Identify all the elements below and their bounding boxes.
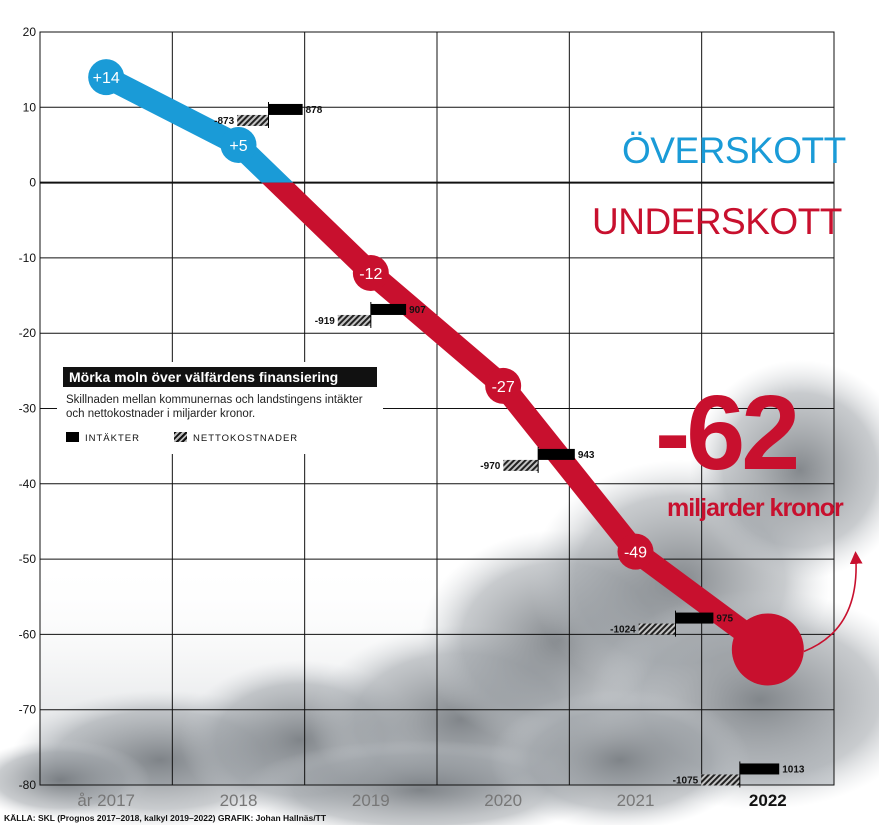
- source-credit: KÄLLA: SKL (Prognos 2017–2018, kalkyl 20…: [4, 813, 327, 823]
- y-tick-label: -60: [19, 627, 37, 641]
- highlight-unit: miljarder kronor: [667, 494, 844, 522]
- y-tick-label: -50: [19, 552, 37, 566]
- point-label: -12: [359, 266, 382, 283]
- income-bar: [370, 303, 407, 315]
- legend-costs-label: NETTOKOSTNADER: [193, 433, 299, 444]
- data-point: [352, 254, 389, 291]
- cost-bar: [638, 623, 676, 635]
- x-axis-labels: år 2017 2018 2019 2020 2021 2022: [77, 791, 786, 810]
- income-bar: [675, 612, 714, 624]
- y-tick-label: -10: [19, 251, 37, 265]
- y-tick-label: -80: [19, 778, 37, 792]
- x-tick-label: 2021: [617, 791, 655, 810]
- data-point: [485, 367, 522, 404]
- income-value-label: 878: [306, 105, 323, 116]
- chart-title: Mörka moln över välfärdens finansiering: [63, 367, 377, 387]
- y-tick-label: 20: [23, 25, 37, 39]
- cost-bar: [701, 774, 740, 786]
- cost-value-label: -873: [214, 116, 234, 127]
- income-bar: [739, 763, 780, 775]
- y-axis-ticks: 20 10 0 -10 -20 -30 -40 -50 -60 -70 -80: [19, 25, 37, 792]
- income-value-label: 943: [578, 450, 595, 461]
- cost-value-label: -1075: [673, 775, 699, 786]
- deficit-line-series: [101, 67, 775, 659]
- x-tick-label: 2020: [484, 791, 522, 810]
- point-label: -49: [624, 545, 647, 562]
- y-tick-label: 0: [29, 176, 36, 190]
- highlight-arrow: [803, 551, 863, 653]
- income-bar: [538, 448, 575, 460]
- income-bar: [268, 103, 303, 115]
- income-value-label: 975: [716, 614, 733, 625]
- cost-bar: [337, 314, 371, 326]
- cost-value-label: -1024: [610, 625, 636, 636]
- surplus-label: ÖVERSKOTT: [622, 130, 846, 171]
- highlight-point: [731, 613, 804, 686]
- point-label: +5: [229, 138, 247, 155]
- x-tick-label: år 2017: [77, 791, 135, 810]
- income-swatch-icon: [66, 432, 79, 442]
- point-label: +14: [93, 70, 120, 87]
- cost-value-label: -919: [315, 316, 335, 327]
- point-label: -27: [492, 379, 515, 396]
- x-tick-label: 2022: [749, 791, 787, 810]
- income-value-label: 1013: [782, 764, 805, 775]
- legend-income: INTÄKTER: [66, 432, 140, 444]
- deficit-line: [261, 182, 775, 659]
- y-tick-label: -20: [19, 326, 37, 340]
- cost-bar: [503, 459, 539, 471]
- y-tick-label: -30: [19, 402, 37, 416]
- income-cost-bars: 849-835878-873907-919943-970975-10241013…: [214, 101, 805, 788]
- data-points: +14 +5 -12 -27 -49: [88, 59, 804, 686]
- highlight-value: -62: [655, 374, 800, 492]
- cloud-puff: [0, 740, 150, 820]
- cloud-puff: [490, 690, 750, 825]
- chart-subtitle: Skillnaden mellan kommunernas och landst…: [66, 394, 363, 420]
- deficit-label: UNDERSKOTT: [592, 201, 842, 242]
- y-tick-label: -70: [19, 703, 37, 717]
- surplus-line: [101, 67, 294, 183]
- cloud-puff: [690, 360, 879, 580]
- legend-income-label: INTÄKTER: [85, 433, 140, 444]
- x-tick-label: 2019: [352, 791, 390, 810]
- y-tick-label: 10: [23, 100, 37, 114]
- cost-value-label: -970: [480, 461, 500, 472]
- data-point: [220, 126, 257, 163]
- y-tick-label: -40: [19, 477, 37, 491]
- x-tick-label: 2018: [220, 791, 258, 810]
- legend-costs: NETTOKOSTNADER: [174, 432, 298, 444]
- income-value-label: 907: [409, 305, 426, 316]
- data-point: [617, 533, 654, 570]
- cost-swatch-icon: [174, 432, 187, 442]
- cost-bar: [237, 114, 269, 126]
- data-point: [88, 59, 125, 96]
